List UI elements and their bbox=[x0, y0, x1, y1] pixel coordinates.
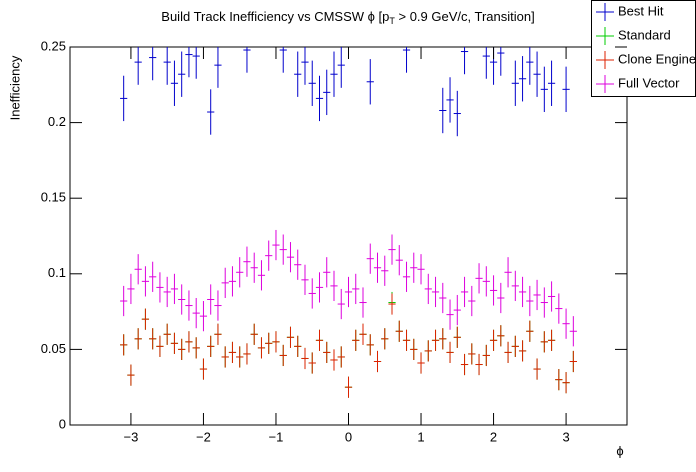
title-end: > 0.9 GeV/c, Transition] bbox=[395, 9, 535, 24]
y-axis-label: Inefficiency bbox=[7, 55, 22, 120]
y-tick-label: 0.25 bbox=[41, 38, 66, 53]
legend-label: Clone Engine bbox=[618, 51, 696, 66]
chart-title: Build Track Inefficiency vs CMSSW ϕ [pT … bbox=[161, 9, 534, 26]
x-tick-label: 2 bbox=[490, 429, 497, 444]
title-main: Build Track Inefficiency vs CMSSW ϕ [p bbox=[161, 9, 389, 24]
legend-label: Best Hit bbox=[618, 3, 664, 18]
marks bbox=[120, 47, 577, 398]
title-sub: T bbox=[389, 16, 395, 26]
legend bbox=[591, 0, 696, 97]
x-tick-label: 1 bbox=[417, 429, 424, 444]
y-tick-label: 0 bbox=[59, 416, 66, 431]
x-tick-label: 3 bbox=[562, 429, 569, 444]
x-tick-label: 0 bbox=[345, 429, 352, 444]
y-tick-label: 0.15 bbox=[41, 190, 66, 205]
y-tick-label: 0.1 bbox=[48, 265, 66, 280]
legend-label: Standard bbox=[618, 27, 671, 42]
x-axis-label: ϕ bbox=[616, 443, 623, 458]
plot-frame bbox=[69, 46, 628, 426]
x-tick-label: −2 bbox=[196, 429, 211, 444]
x-tick-label: −1 bbox=[269, 429, 284, 444]
legend-label: Full Vector bbox=[618, 75, 680, 90]
y-tick-label: 0.2 bbox=[48, 114, 66, 129]
y-tick-label: 0.05 bbox=[41, 341, 66, 356]
x-tick-label: −3 bbox=[124, 429, 139, 444]
